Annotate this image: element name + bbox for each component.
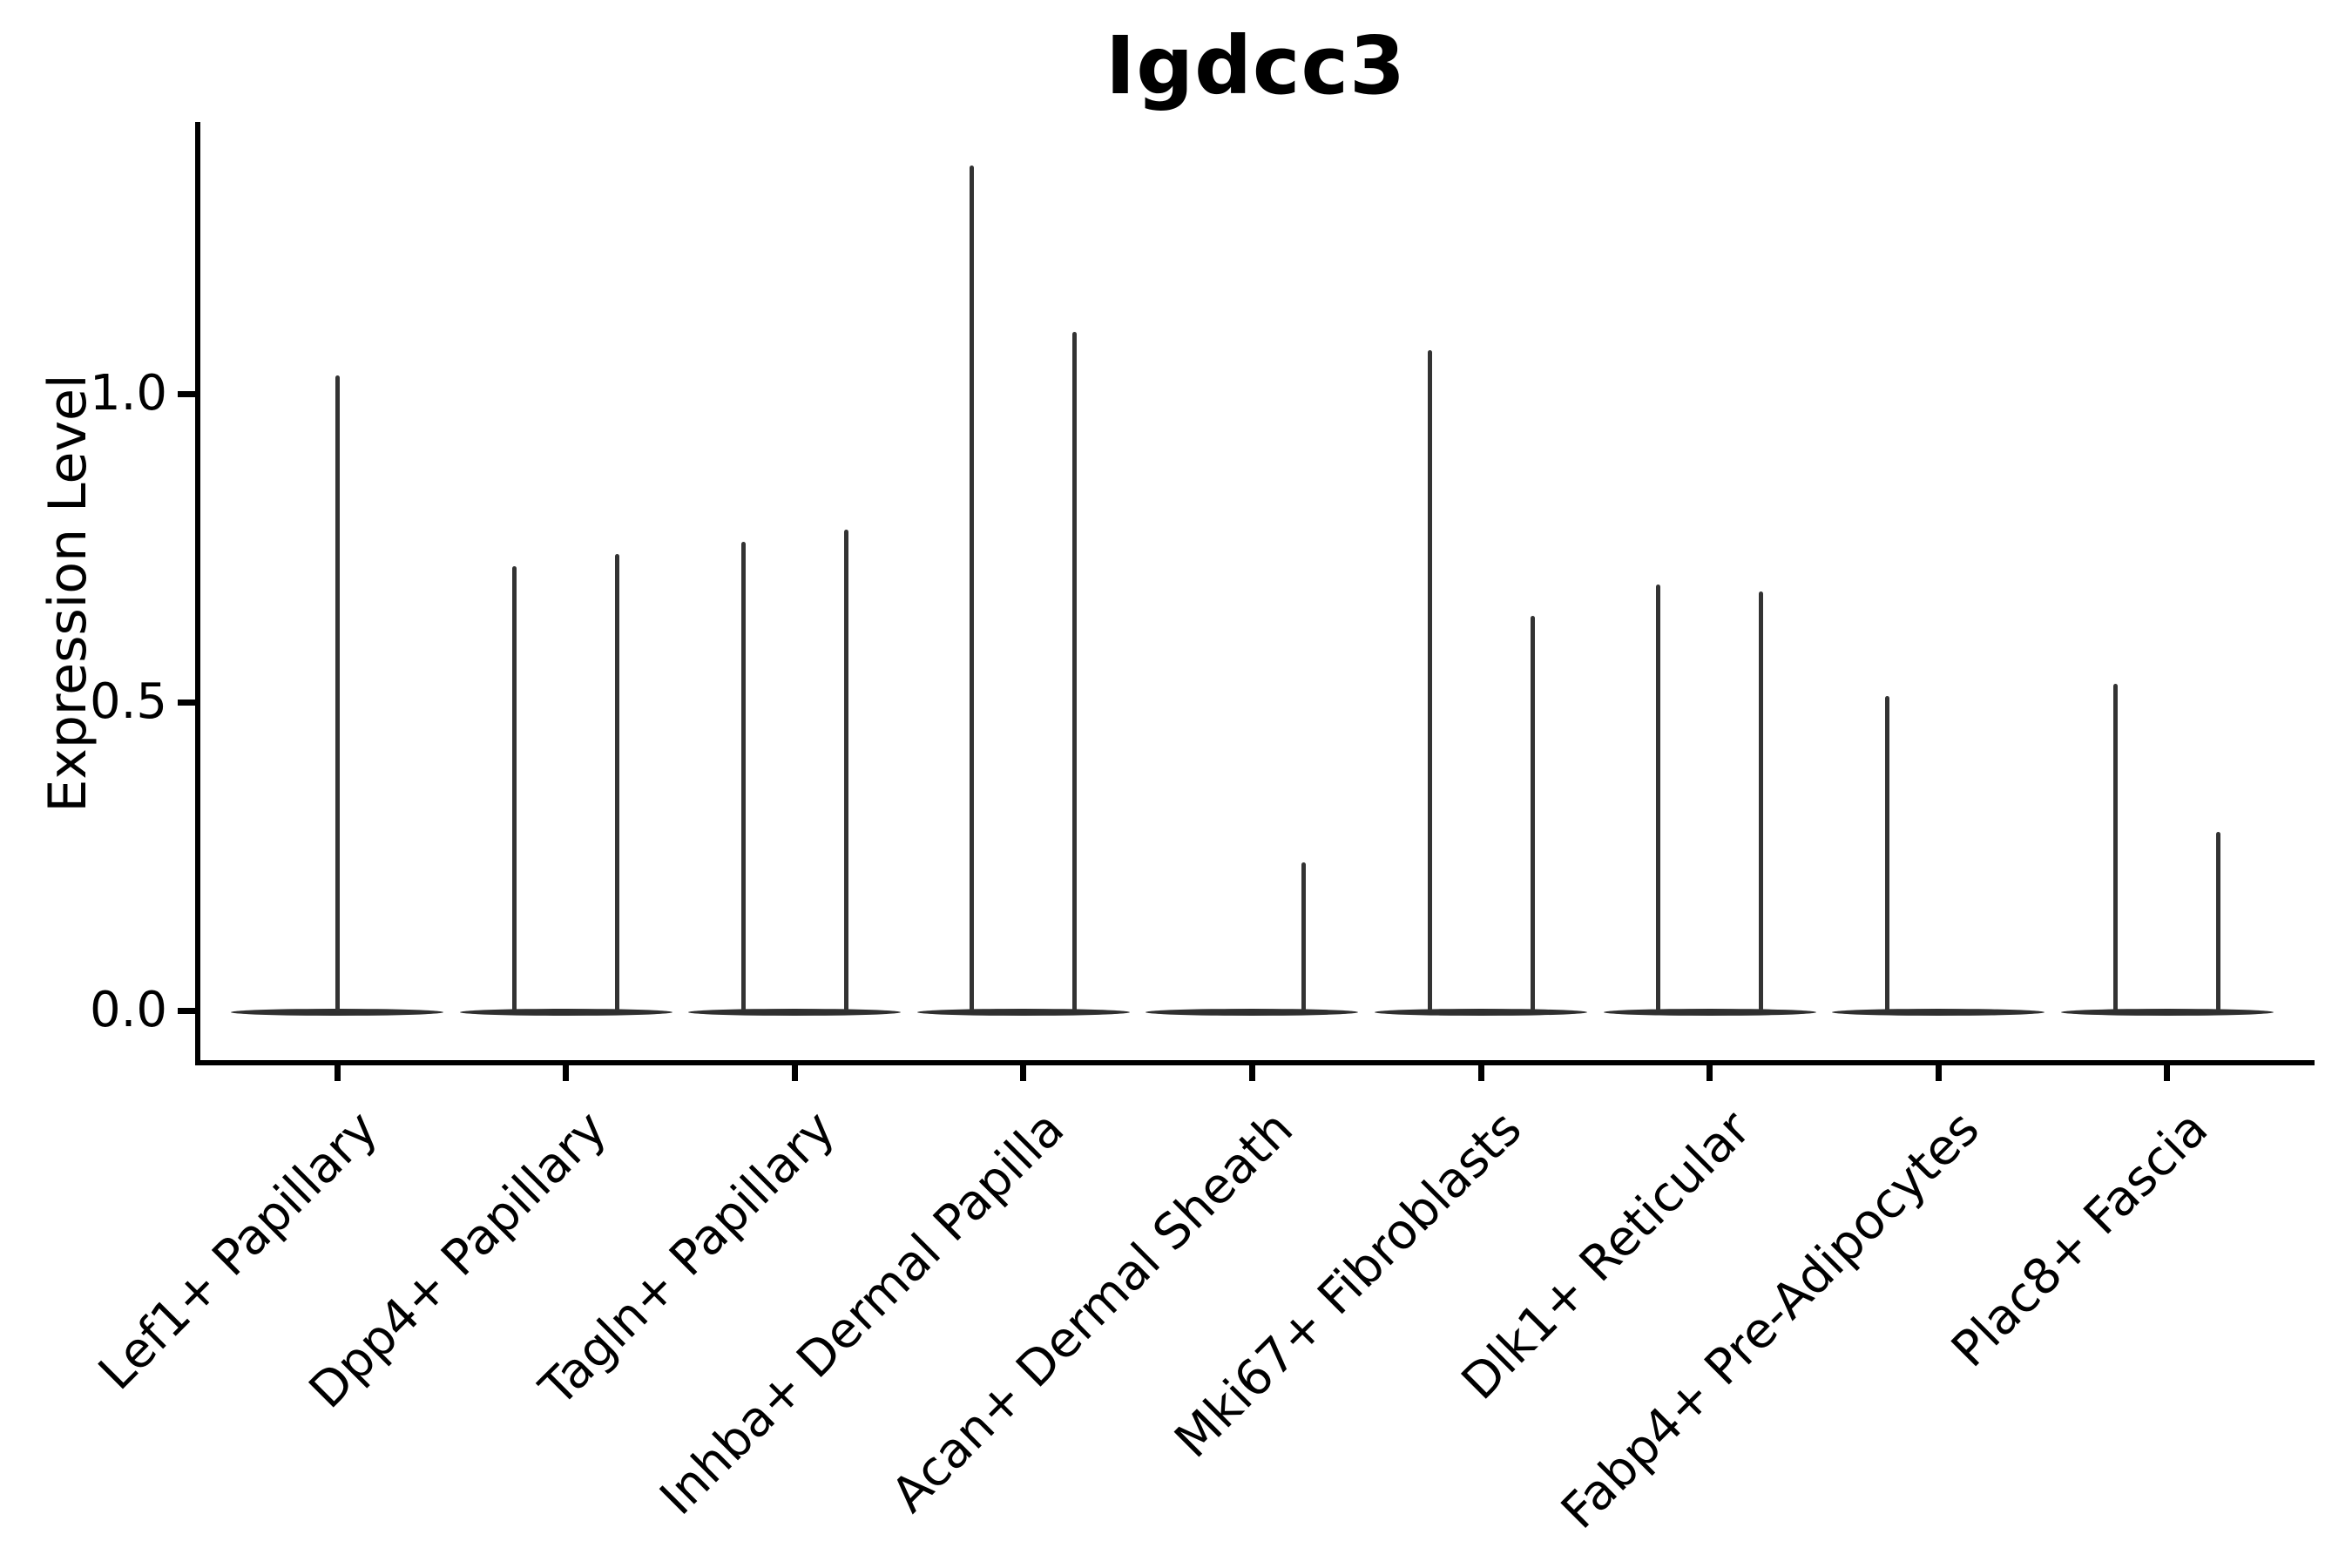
x-tick-mark	[791, 1065, 798, 1081]
violin-spike	[1301, 862, 1306, 1010]
violin-spike	[615, 554, 620, 1010]
x-tick-mark	[563, 1065, 570, 1081]
violin-base	[1146, 1009, 1359, 1016]
y-tick-label: 1.0	[89, 365, 167, 422]
violin-base	[1832, 1009, 2045, 1016]
x-tick-mark	[2164, 1065, 2171, 1081]
x-tick-label: Fabp4+ Pre-Adipocytes	[1550, 1100, 1990, 1540]
y-tick-mark	[178, 700, 196, 706]
x-tick-mark	[334, 1065, 341, 1081]
x-tick-mark	[1248, 1065, 1255, 1081]
x-tick-label: Acan+ Dermal Sheath	[880, 1100, 1304, 1524]
violin-spike	[740, 541, 746, 1010]
violin-spike	[1656, 585, 1661, 1010]
y-tick-label: 0.0	[89, 982, 167, 1038]
x-tick-mark	[1935, 1065, 1942, 1081]
violin-base	[688, 1009, 902, 1016]
x-axis-spine	[195, 1060, 2315, 1065]
x-tick-label: Inhba+ Dermal Papilla	[649, 1100, 1075, 1526]
violin-spike	[1759, 591, 1764, 1010]
y-axis-label: Expression Level	[37, 374, 98, 813]
violin-spike	[512, 566, 517, 1010]
y-tick-label: 0.5	[89, 673, 167, 730]
violin-base	[1603, 1009, 1816, 1016]
violin-spike	[1530, 615, 1535, 1010]
violin-base	[231, 1009, 443, 1016]
y-axis-spine	[195, 122, 200, 1065]
x-tick-mark	[1707, 1065, 1713, 1081]
violin-spike	[335, 375, 340, 1010]
violin-base	[2060, 1009, 2274, 1016]
y-tick-mark	[178, 391, 196, 397]
violin-spike	[970, 166, 975, 1010]
violin-base	[916, 1009, 1130, 1016]
violin-base	[459, 1009, 672, 1016]
x-tick-mark	[1477, 1065, 1484, 1081]
violin-spike	[1884, 695, 1889, 1010]
violin-base	[1375, 1009, 1587, 1016]
violin-spike	[2113, 683, 2119, 1010]
chart-title: Igdcc3	[1105, 19, 1407, 112]
y-tick-mark	[178, 1008, 196, 1014]
violin-spike	[1427, 350, 1432, 1010]
violin-spike	[1072, 332, 1078, 1010]
violin-spike	[843, 529, 848, 1010]
violin-spike	[2216, 831, 2221, 1010]
x-tick-mark	[1020, 1065, 1027, 1081]
